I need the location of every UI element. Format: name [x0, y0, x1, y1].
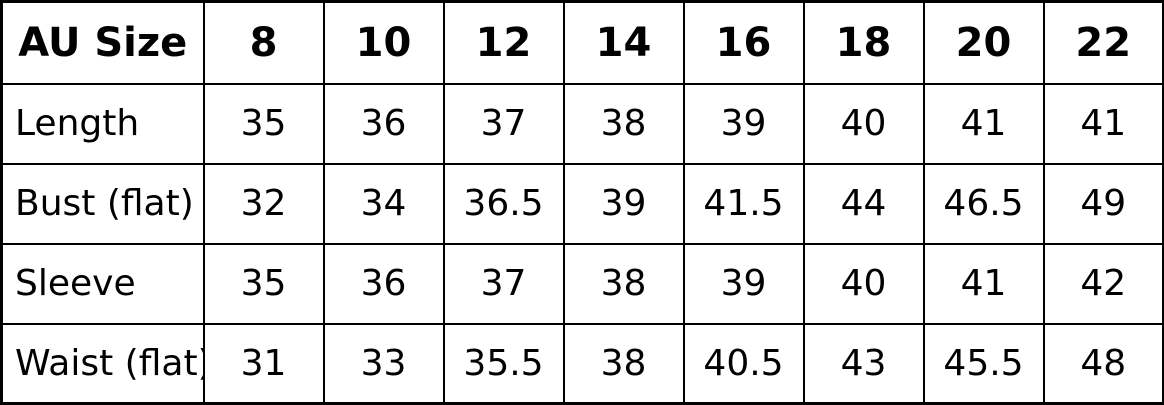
- table-cell: 49: [1042, 162, 1164, 245]
- header-cell-size: 20: [922, 0, 1045, 85]
- table-cell: 35: [202, 242, 325, 325]
- header-row: AU Size 8 10 12 14 16 18 20 22: [0, 0, 1164, 85]
- table-row-waist: Waist (flat) 31 33 35.5 38 40.5 43 45.5 …: [0, 322, 1164, 405]
- table-cell: 38: [562, 242, 685, 325]
- header-cell-size: 8: [202, 0, 325, 85]
- table-cell: 41: [1042, 82, 1164, 165]
- table-cell: 35.5: [442, 322, 565, 405]
- table-cell: 32: [202, 162, 325, 245]
- table-cell: 46.5: [922, 162, 1045, 245]
- table-cell: 35: [202, 82, 325, 165]
- table-row-sleeve: Sleeve 35 36 37 38 39 40 41 42: [0, 242, 1164, 325]
- row-label: Bust (flat): [0, 162, 205, 245]
- table-row-length: Length 35 36 37 38 39 40 41 41: [0, 82, 1164, 165]
- table-cell: 36.5: [442, 162, 565, 245]
- header-cell-size: 22: [1042, 0, 1164, 85]
- table-cell: 40: [802, 82, 925, 165]
- table-cell: 48: [1042, 322, 1164, 405]
- table-cell: 41: [922, 82, 1045, 165]
- table-cell: 43: [802, 322, 925, 405]
- table-cell: 34: [322, 162, 445, 245]
- header-cell-size: 10: [322, 0, 445, 85]
- table-cell: 45.5: [922, 322, 1045, 405]
- table-cell: 40: [802, 242, 925, 325]
- table-cell: 33: [322, 322, 445, 405]
- table-cell: 39: [562, 162, 685, 245]
- header-cell-size: 12: [442, 0, 565, 85]
- table-cell: 40.5: [682, 322, 805, 405]
- table-cell: 36: [322, 82, 445, 165]
- row-label: Sleeve: [0, 242, 205, 325]
- table-row-bust: Bust (flat) 32 34 36.5 39 41.5 44 46.5 4…: [0, 162, 1164, 245]
- header-cell-size: 16: [682, 0, 805, 85]
- table-cell: 42: [1042, 242, 1164, 325]
- table-cell: 39: [682, 82, 805, 165]
- table-cell: 37: [442, 82, 565, 165]
- table-cell: 38: [562, 82, 685, 165]
- header-cell-au-size: AU Size: [0, 0, 205, 85]
- table-cell: 41: [922, 242, 1045, 325]
- table-cell: 44: [802, 162, 925, 245]
- row-label: Length: [0, 82, 205, 165]
- header-cell-size: 18: [802, 0, 925, 85]
- header-cell-size: 14: [562, 0, 685, 85]
- table-cell: 31: [202, 322, 325, 405]
- table-cell: 41.5: [682, 162, 805, 245]
- table-cell: 38: [562, 322, 685, 405]
- table-cell: 37: [442, 242, 565, 325]
- table-cell: 36: [322, 242, 445, 325]
- table-cell: 39: [682, 242, 805, 325]
- row-label: Waist (flat): [0, 322, 205, 405]
